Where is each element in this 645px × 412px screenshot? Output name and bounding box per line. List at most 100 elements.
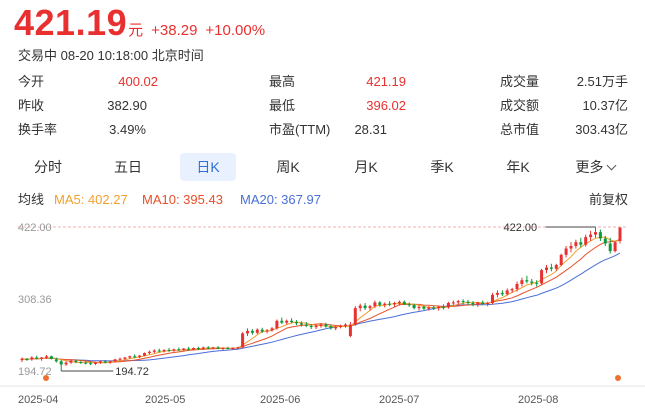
candle-body [187,348,191,350]
candle-body [481,302,485,304]
ma-legend: 均线 MA5: 402.27 MA10: 395.43 MA20: 367.97… [18,191,628,209]
candle-body [388,303,392,305]
candle-body [535,282,539,284]
candle-body [427,307,431,309]
kline-chart[interactable]: 422.00 308.36 194.72 2025-04 2025-05 2025-06 2… [0,210,645,412]
candle-body [103,361,107,363]
candle-body [363,305,367,309]
tab-label: 季K [430,159,454,175]
candle-body [598,232,602,239]
candle-body [569,246,573,249]
candle-body [265,330,269,332]
ma10-value: MA10: 395.43 [142,192,223,207]
candle-body [74,360,78,362]
max-annotation-label: 422.00 [503,222,537,234]
x-tick-label: 2025-07 [379,394,419,406]
candle-body [40,357,44,359]
price-unit: 元 [128,22,144,39]
candle-body [344,324,347,326]
candle-body [295,322,298,324]
candle-body [143,353,146,356]
candle-body [250,330,254,333]
candle-body [466,301,470,304]
period-tabs: 分时 五日 日K 周K 月K 季K 年K 更多 [18,153,628,181]
tab-more[interactable]: 更多 [566,153,624,181]
stat-value: 421.19 [366,74,406,89]
candle-body [451,302,455,304]
candle-body [339,325,343,328]
candle-body [304,324,308,326]
candle-body [25,358,29,361]
candle-body [201,347,205,349]
ma5-line [21,236,621,364]
tab-monthly-k[interactable]: 月K [342,153,390,181]
candle-body [309,325,313,328]
stat-label: 最低 [269,98,296,113]
candle-body [348,324,352,336]
candle-body [373,302,377,307]
tab-five-day[interactable]: 五日 [104,153,152,181]
stat-label: 总市值 [500,122,540,137]
candle-body [432,307,436,309]
tab-quarterly-k[interactable]: 季K [418,153,466,181]
tab-label: 月K [354,159,378,175]
stat-value: 400.02 [118,74,158,89]
y-tick-label: 422.00 [18,222,52,234]
tab-daily-k[interactable]: 日K [180,153,236,181]
candle-body [260,329,264,332]
candle-body [471,303,475,305]
candle-body [162,349,166,352]
ma20-value: MA20: 367.97 [240,192,321,207]
candle-body [584,237,588,245]
candle-body [525,280,529,282]
event-marker-dot [615,375,621,381]
candle-body [152,350,156,352]
stat-pe-ttm: 市盈(TTM) 28.31 [269,120,387,140]
tab-yearly-k[interactable]: 年K [494,153,542,181]
candle-body [211,347,215,349]
candle-body [113,359,117,362]
candle-body [353,308,357,325]
stat-low: 最低 396.02 [269,96,406,116]
stat-value: 396.02 [366,98,406,113]
tab-label: 日K [196,159,220,175]
candle-body [412,304,416,309]
stat-turnover-amount: 成交额 10.37亿 [500,96,628,116]
candle-body [530,281,534,283]
candle-body [491,294,494,303]
adjustment-toggle[interactable]: 前复权 [588,192,628,207]
candle-body [486,303,490,304]
candle-body [589,234,593,238]
tab-label: 周K [276,159,300,175]
candle-body [35,357,39,359]
candle-body [196,348,200,349]
candle-body [574,242,578,246]
candle-body [393,303,396,305]
candle-body [456,301,460,303]
candle-body [397,301,401,304]
candle-body [549,267,553,269]
current-price: 421.19 [14,2,128,43]
candle-body [476,302,480,305]
candle-body [299,323,303,325]
candle-body [54,359,58,362]
stat-label: 成交量 [500,74,540,89]
stat-value: 303.43亿 [575,122,628,137]
candle-body [520,280,524,284]
stat-open: 今开 400.02 [18,72,158,92]
chevron-down-icon [606,160,616,171]
candle-body [368,306,372,309]
candle-body [290,320,294,323]
tab-intraday[interactable]: 分时 [24,153,72,181]
tab-label: 更多 [575,159,604,175]
tab-weekly-k[interactable]: 周K [264,153,312,181]
stat-label: 最高 [269,74,296,89]
stat-value: 2.51万手 [576,74,628,89]
stat-high: 最高 421.19 [269,72,406,92]
candle-body [177,349,181,351]
candle-body [285,320,289,323]
candle-body [422,306,426,309]
candle-body [128,356,132,358]
ma5-value: MA5: 402.27 [54,192,128,207]
candle-body [182,348,186,350]
